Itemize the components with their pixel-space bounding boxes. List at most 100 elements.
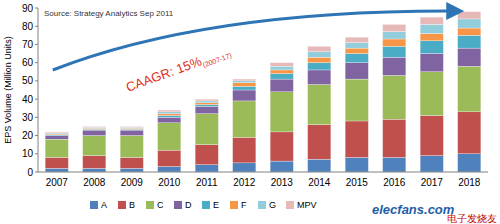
bar-segment [233,83,256,87]
chart: 0102030405060708090200720082009201020112… [0,0,500,224]
bar-segment [383,24,406,31]
bar-segment [345,63,368,79]
bar-segment [308,57,331,62]
bar-segment [270,66,293,70]
bar-segment [195,101,218,103]
bar-segment [420,34,443,41]
bar-segment [233,90,256,101]
bar-segment [233,86,256,90]
bar-segment [308,63,331,70]
bar-segment [458,12,481,19]
bar-segment [345,157,368,172]
y-tick [35,172,38,173]
x-tick-label: 2017 [421,177,444,188]
y-tick-label: 20 [22,130,34,141]
cagr-period: (2007-17) [202,52,233,70]
x-tick-label: 2011 [196,177,218,188]
bar-segment [120,136,143,158]
bar-segment [120,157,143,168]
bar-segment [120,130,143,135]
growth-arrow [53,11,456,70]
bar-segment [158,117,181,122]
y-tick-label: 0 [27,167,33,178]
bar-segment [158,150,181,166]
legend-label: C [157,200,164,210]
bar-segment [270,92,293,132]
y-tick [35,135,38,136]
bar-segment [270,79,293,92]
bar-segment [383,32,406,39]
bar-segment [345,54,368,63]
bar-segment [345,121,368,157]
legend-swatch [118,201,126,209]
watermark-name: 电子发烧友 [447,213,497,224]
bar-segment [458,28,481,35]
y-tick-label: 50 [22,75,34,86]
x-tick-label: 2007 [46,177,69,188]
bar-segment [120,126,143,128]
y-tick-label: 60 [22,57,34,68]
x-axis [38,172,488,173]
bar-segment [195,114,218,145]
bar-segment [308,46,331,51]
x-tick-label: 2008 [83,177,106,188]
bar-segment [120,128,143,130]
bar-segment [83,126,106,128]
bar-segment [195,145,218,165]
bar-segment [120,129,143,131]
y-tick [35,44,38,45]
bar-segment [420,17,443,24]
y-tick [35,8,38,9]
bar-segment [158,112,181,114]
bar-segment [83,136,106,156]
watermark-site: elecfans.com [372,202,455,217]
bar-segment [383,39,406,46]
legend-label: E [213,200,219,210]
legend-swatch [174,201,182,209]
x-tick-label: 2014 [308,177,331,188]
bar-segment [458,19,481,28]
bar-segment [345,79,368,121]
bar-segment [233,163,256,172]
bar-segment [420,156,443,172]
legend-label: G [269,200,276,210]
bar-segment [83,168,106,172]
bar-segment [420,54,443,72]
y-tick [35,153,38,154]
y-tick-label: 70 [22,39,34,50]
bar-segment [83,156,106,169]
bar-segment [83,128,106,130]
y-tick [35,80,38,81]
cagr-annotation: CAAGR: 15%(2007-17) [124,43,233,97]
bar-segment [383,119,406,157]
y-axis [38,8,39,172]
bar-segment [195,105,218,107]
bar-segment [158,110,181,112]
bar-segment [420,41,443,54]
bar-segment [458,35,481,48]
y-tick [35,62,38,63]
bar-segment [158,123,181,150]
bar-segment [195,106,218,113]
bars [45,12,481,172]
bar-segment [458,112,481,154]
legend-label: B [129,200,135,210]
x-tick-label: 2012 [233,177,256,188]
bar-segment [383,46,406,57]
bar-segment [270,74,293,79]
bar-segment [233,101,256,137]
bar-segment [308,85,331,125]
legend-swatch [202,201,210,209]
bar-segment [45,168,68,172]
bar-segment [45,136,68,140]
x-tick-label: 2018 [458,177,481,188]
bar-segment [308,70,331,85]
legend-swatch [286,201,294,209]
bar-segment [83,127,106,129]
y-tick-label: 40 [22,94,34,105]
source: Source: Strategy Analytics Sep 2011 [44,9,174,18]
y-tick [35,117,38,118]
bar-segment [270,70,293,74]
legend-label: D [185,200,192,210]
bar-segment [345,43,368,48]
